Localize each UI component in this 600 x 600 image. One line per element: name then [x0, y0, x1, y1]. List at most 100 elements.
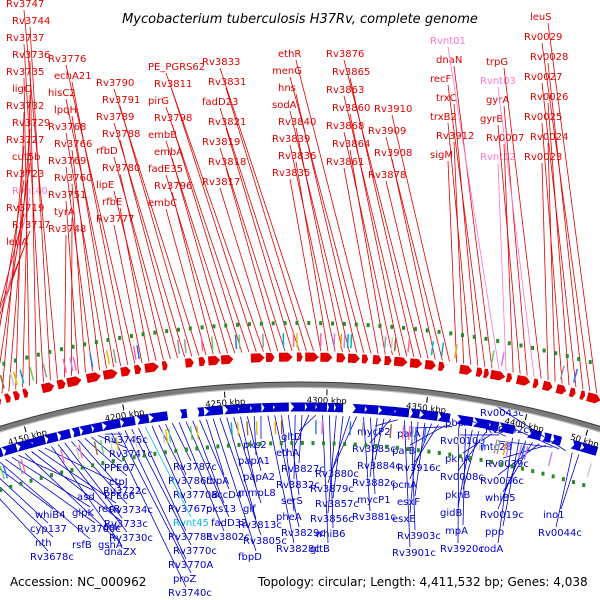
forward-gene-label[interactable]: Rv3717 — [12, 220, 50, 231]
reverse-gene-label[interactable]: ino1 — [543, 510, 565, 521]
forward-gene-label[interactable]: Rv3747 — [6, 0, 44, 10]
reverse-gene-label[interactable]: dnaZX — [104, 547, 137, 558]
forward-gene-label[interactable]: gyrB — [480, 114, 503, 125]
reverse-gene-label[interactable]: papA2 — [243, 472, 275, 483]
forward-gene-label[interactable]: lipE — [96, 180, 114, 191]
reverse-gene-label[interactable]: Rv3920c — [440, 544, 484, 555]
reverse-gene-label[interactable]: Rv0010c — [440, 436, 484, 447]
forward-gene-label[interactable]: Rv3878 — [368, 170, 406, 181]
forward-gene-label[interactable]: Rv3760 — [54, 173, 92, 184]
reverse-gene-label[interactable]: Rv3827c — [281, 464, 325, 475]
reverse-gene-label[interactable]: pknB — [445, 490, 470, 501]
forward-gene-label[interactable]: trxC — [436, 93, 457, 104]
reverse-gene-label[interactable]: Rv3786c — [168, 476, 212, 487]
reverse-gene-label[interactable]: Rv3741c — [109, 449, 153, 460]
forward-gene-label[interactable]: embC — [148, 198, 177, 209]
reverse-gene-label[interactable]: whiB5 — [485, 493, 516, 504]
forward-gene-label[interactable]: Rv3723 — [6, 169, 44, 180]
reverse-gene-label[interactable]: esxF — [397, 497, 420, 508]
reverse-gene-label[interactable]: ppp — [485, 527, 504, 538]
reverse-gene-label[interactable]: Rv3733c — [104, 519, 148, 530]
reverse-gene-label[interactable]: Rv0043c — [480, 408, 524, 419]
forward-gene-label[interactable]: embA — [154, 147, 183, 158]
forward-gene-label[interactable]: Rv3751 — [48, 190, 86, 201]
reverse-gene-label[interactable]: Rv3778c — [168, 532, 212, 543]
reverse-gene-label[interactable]: proZ — [173, 574, 196, 585]
forward-gene-label[interactable]: Rv3780 — [102, 163, 140, 174]
forward-gene-label[interactable]: hisC2 — [48, 88, 76, 99]
reverse-gene-label[interactable]: rsfB — [72, 540, 92, 551]
forward-gene-label[interactable]: Rv3860 — [332, 103, 370, 114]
reverse-gene-label[interactable]: ctpJ — [109, 477, 128, 488]
forward-gene-label[interactable]: Rv0028 — [530, 52, 568, 63]
reverse-gene-label[interactable]: mycP1 — [357, 495, 391, 506]
forward-gene-label[interactable]: Rv0029 — [524, 32, 562, 43]
reverse-gene-label[interactable]: whiB4 — [35, 510, 66, 521]
reverse-gene-label[interactable]: pcnA — [392, 480, 417, 491]
forward-gene-label[interactable]: Rvnt02 — [480, 152, 516, 163]
forward-gene-label[interactable]: menG — [272, 66, 302, 77]
reverse-gene-label[interactable]: Rv3856c — [310, 514, 354, 525]
forward-gene-label[interactable]: Rv3732 — [6, 101, 44, 112]
forward-gene-label[interactable]: Rv3737 — [6, 33, 44, 44]
forward-gene-label[interactable]: Rv0027 — [524, 72, 562, 83]
forward-gene-label[interactable]: Rv3831 — [208, 77, 246, 88]
forward-gene-label[interactable]: Rv3796 — [154, 181, 192, 192]
reverse-gene-label[interactable]: pks13 — [206, 504, 236, 515]
forward-gene-label[interactable]: Rv3789 — [96, 112, 134, 123]
forward-gene-label[interactable]: Rv3819 — [202, 137, 240, 148]
reverse-gene-label[interactable]: Rv3700c — [77, 524, 121, 535]
reverse-gene-label[interactable]: Rv3678c — [30, 552, 74, 563]
reverse-gene-label[interactable]: Rvnt45 — [173, 518, 209, 529]
forward-gene-label[interactable]: recF — [430, 74, 452, 85]
reverse-gene-label[interactable]: Rv3882c — [352, 478, 396, 489]
reverse-gene-label[interactable]: Rv3770A — [168, 560, 213, 571]
reverse-gene-label[interactable]: Rv3881c — [352, 512, 396, 523]
forward-gene-label[interactable]: Rv3769 — [48, 156, 86, 167]
reverse-gene-label[interactable]: glf — [243, 504, 256, 515]
forward-gene-label[interactable]: dnaN — [436, 55, 462, 66]
reverse-gene-label[interactable]: Rv3880c — [315, 469, 359, 480]
forward-gene-label[interactable]: trpG — [486, 57, 508, 68]
forward-gene-label[interactable]: tyrA — [54, 207, 75, 218]
forward-gene-label[interactable]: Rv3836 — [278, 151, 316, 162]
reverse-gene-label[interactable]: papA1 — [238, 456, 270, 467]
reverse-gene-label[interactable]: Rv3813c — [238, 520, 282, 531]
reverse-gene-label[interactable]: mmpL8 — [238, 488, 276, 499]
forward-gene-label[interactable]: Rv3865 — [332, 67, 370, 78]
reverse-gene-label[interactable]: gltB — [310, 544, 330, 555]
reverse-gene-label[interactable]: gidB — [440, 508, 462, 519]
reverse-gene-label[interactable]: Rv3740c — [168, 588, 212, 599]
forward-gene-label[interactable]: Rv3839 — [272, 134, 310, 145]
reverse-gene-label[interactable]: Rv3828c — [276, 544, 320, 555]
forward-gene-label[interactable]: Rv3833 — [202, 57, 240, 68]
reverse-gene-label[interactable]: PPE66 — [104, 491, 135, 502]
forward-gene-label[interactable]: rfbE — [102, 197, 122, 208]
reverse-gene-label[interactable]: Rv3857c — [315, 499, 359, 510]
reverse-gene-label[interactable]: parB — [392, 446, 416, 457]
forward-gene-label[interactable]: Rv3908 — [374, 148, 412, 159]
forward-gene-label[interactable]: fadE35 — [148, 164, 183, 175]
reverse-gene-label[interactable]: accD4 — [211, 490, 242, 501]
forward-gene-label[interactable]: Rvnt01 — [430, 36, 466, 47]
reverse-gene-label[interactable]: Rv3770B — [173, 490, 218, 501]
reverse-gene-label[interactable]: Rv3829c — [281, 528, 325, 539]
forward-gene-label[interactable]: Rv3864 — [332, 139, 370, 150]
forward-gene-label[interactable]: Rv3768 — [48, 122, 86, 133]
forward-gene-label[interactable]: Rv3736 — [12, 50, 50, 61]
forward-gene-label[interactable]: Rv3790 — [96, 78, 134, 89]
reverse-gene-label[interactable]: mpA — [445, 526, 468, 537]
forward-gene-label[interactable]: Rv3835 — [272, 168, 310, 179]
reverse-gene-label[interactable]: Rv3901c — [392, 548, 436, 559]
reverse-gene-label[interactable]: rodA — [480, 544, 503, 555]
forward-gene-label[interactable]: leuS — [530, 12, 552, 23]
reverse-gene-label[interactable]: Rv3767c — [168, 504, 212, 515]
reverse-gene-label[interactable]: PPE67 — [104, 463, 135, 474]
reverse-gene-label[interactable]: asd — [77, 492, 95, 503]
reverse-gene-label[interactable]: Rv3787c — [173, 462, 217, 473]
reverse-gene-label[interactable]: Rv3805c — [243, 536, 287, 547]
forward-gene-label[interactable]: rfbD — [96, 146, 118, 157]
reverse-gene-label[interactable]: fadD32 — [211, 518, 247, 529]
reverse-gene-label[interactable]: Rv3885c — [352, 444, 396, 455]
reverse-gene-label[interactable]: Rv3903c — [397, 531, 441, 542]
